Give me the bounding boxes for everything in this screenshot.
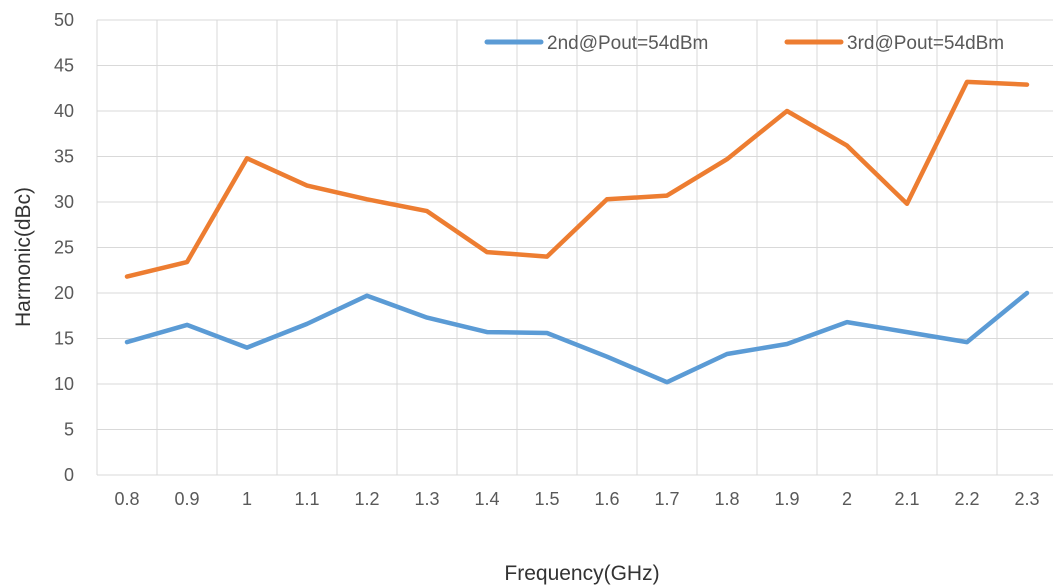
- legend: 2nd@Pout=54dBm 3rd@Pout=54dBm: [484, 33, 1004, 54]
- grid: [96, 19, 1053, 476]
- y-tick-label: 30: [54, 192, 74, 212]
- x-tick-label: 2.3: [1014, 489, 1039, 509]
- x-tick-label: 1.1: [294, 489, 319, 509]
- y-tick-label: 40: [54, 101, 74, 121]
- y-tick-label: 25: [54, 238, 74, 258]
- x-tick-label: 0.9: [174, 489, 199, 509]
- y-tick-label: 15: [54, 329, 74, 349]
- x-tick-label: 1.8: [714, 489, 739, 509]
- y-axis-ticks: 0 5 10 15 20 25 30 35 40 45 50: [54, 10, 74, 485]
- x-tick-label: 0.8: [114, 489, 139, 509]
- y-tick-label: 35: [54, 147, 74, 167]
- x-axis-ticks: 0.8 0.9 1 1.1 1.2 1.3 1.4 1.5 1.6 1.7 1.8 1.9 2 2.1 2.…: [114, 489, 1039, 509]
- x-tick-label: 1.9: [774, 489, 799, 509]
- series-line-2: [124, 79, 1030, 279]
- y-tick-label: 10: [54, 374, 74, 394]
- y-tick-label: 5: [64, 420, 74, 440]
- x-tick-label: 1.2: [354, 489, 379, 509]
- y-tick-label: 20: [54, 283, 74, 303]
- x-tick-label: 2.1: [894, 489, 919, 509]
- y-axis-title: Harmonic(dBc): [12, 187, 35, 327]
- x-tick-label: 1.3: [414, 489, 439, 509]
- x-tick-label: 1.7: [654, 489, 679, 509]
- x-tick-label: 1.4: [474, 489, 499, 509]
- x-axis-title: Frequency(GHz): [504, 562, 659, 585]
- y-tick-label: 45: [54, 56, 74, 76]
- y-tick-label: 0: [64, 465, 74, 485]
- y-tick-label: 50: [54, 10, 74, 30]
- series-line-1: [124, 290, 1030, 385]
- legend-label-2: 3rd@Pout=54dBm: [847, 33, 1004, 54]
- x-tick-label: 2.2: [954, 489, 979, 509]
- x-tick-label: 1.6: [594, 489, 619, 509]
- series-group: [124, 79, 1030, 385]
- x-tick-label: 1: [242, 489, 252, 509]
- x-tick-label: 1.5: [534, 489, 559, 509]
- legend-label-1: 2nd@Pout=54dBm: [547, 33, 708, 54]
- x-tick-label: 2: [842, 489, 852, 509]
